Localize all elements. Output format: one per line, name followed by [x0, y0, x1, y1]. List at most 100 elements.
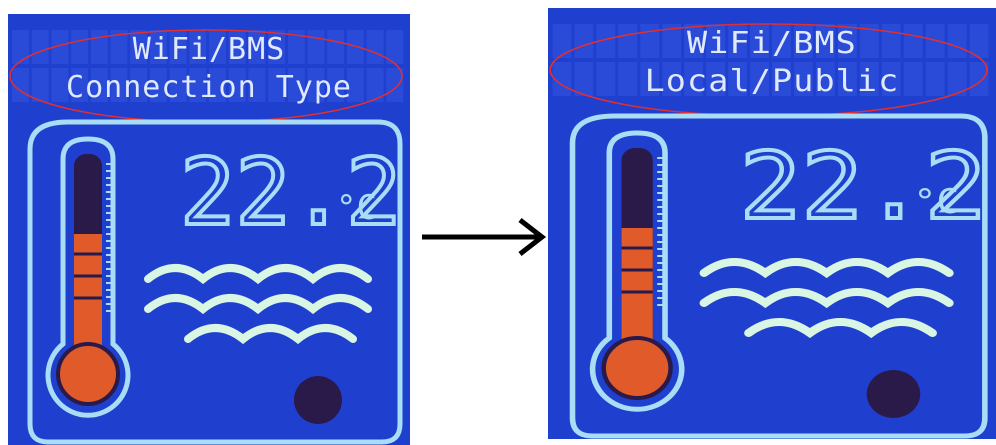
matrix-cell — [287, 68, 305, 102]
lcd-screen: WiFi/BMS Local/Public 22.2°C — [548, 8, 996, 439]
matrix-cell — [662, 62, 682, 96]
matrix-cell — [947, 62, 967, 96]
temperature-unit: °C — [914, 183, 960, 222]
matrix-cell — [903, 62, 923, 96]
matrix-cell — [947, 24, 967, 58]
matrix-cell — [793, 24, 813, 58]
matrix-cell — [31, 30, 49, 64]
matrix-cell — [596, 62, 616, 96]
temperature-unit: °C — [336, 188, 377, 228]
matrix-cell — [169, 30, 187, 64]
matrix-cell — [228, 68, 246, 102]
matrix-cell — [189, 30, 207, 64]
matrix-cell — [346, 68, 364, 102]
matrix-cell — [71, 30, 89, 64]
matrix-cell — [618, 24, 638, 58]
matrix-cell — [110, 68, 128, 102]
matrix-cell — [925, 24, 945, 58]
matrix-cell — [386, 68, 404, 102]
matrix-cell — [640, 62, 660, 96]
matrix-cell — [228, 30, 246, 64]
matrix-cell — [859, 24, 879, 58]
matrix-cell — [268, 68, 286, 102]
matrix-cell — [327, 30, 345, 64]
matrix-cell — [209, 30, 226, 64]
matrix-cell — [596, 24, 616, 58]
header-line-2: Connection Type — [66, 70, 352, 105]
thermometer-outline — [589, 130, 685, 412]
matrix-cell — [772, 62, 791, 96]
header-line-1: WiFi/BMS — [133, 32, 286, 67]
matrix-cell — [366, 30, 384, 64]
matrix-cell — [706, 62, 726, 96]
matrix-cell — [728, 62, 748, 96]
thermometer-bulb — [56, 342, 120, 406]
matrix-cell — [684, 24, 704, 58]
matrix-cell — [662, 24, 682, 58]
matrix-cell — [346, 30, 364, 64]
matrix-cell — [169, 68, 187, 102]
matrix-cell — [772, 24, 791, 58]
arrow-head — [518, 218, 547, 256]
matrix-cell — [90, 30, 108, 64]
matrix-cell — [248, 30, 266, 64]
temperature: 22.2 — [180, 139, 402, 246]
thermometer-outline — [45, 136, 131, 418]
matrix-cell — [859, 62, 879, 96]
matrix-cell — [327, 68, 345, 102]
matrix-cell — [574, 24, 594, 58]
thermometer-bulb — [601, 336, 673, 400]
matrix-cell — [618, 62, 638, 96]
matrix-cell — [386, 30, 404, 64]
matrix-cell — [837, 24, 857, 58]
matrix-cell — [640, 24, 660, 58]
matrix-cell — [90, 68, 108, 102]
matrix-cell — [189, 68, 207, 102]
matrix-cell — [130, 68, 148, 102]
matrix-cell — [969, 62, 989, 96]
wave — [144, 264, 372, 285]
temperature: 22.2 — [740, 133, 987, 240]
matrix-cell — [268, 30, 286, 64]
matrix-cell — [51, 68, 69, 102]
matrix-cell — [574, 62, 594, 96]
frame — [27, 119, 403, 445]
matrix-cell — [149, 68, 167, 102]
matrix-cell — [149, 30, 167, 64]
matrix-cell — [71, 68, 89, 102]
matrix-cell — [130, 30, 148, 64]
matrix-cell — [51, 30, 69, 64]
header-line-1: WiFi/BMS — [687, 27, 857, 61]
wave — [699, 288, 954, 309]
matrix-cell — [815, 24, 835, 58]
header-line-2: Local/Public — [645, 65, 900, 99]
wave — [744, 318, 937, 339]
matrix-cell — [248, 68, 266, 102]
matrix-cell — [750, 24, 769, 58]
matrix-cell — [366, 68, 384, 102]
wave — [699, 258, 954, 279]
matrix-cell — [706, 24, 726, 58]
matrix-cell — [307, 30, 325, 64]
matrix-cell — [881, 24, 901, 58]
matrix-cell — [925, 62, 945, 96]
matrix-cell — [728, 24, 748, 58]
matrix-cell — [750, 62, 769, 96]
matrix-cell — [881, 62, 901, 96]
matrix-cell — [684, 62, 704, 96]
matrix-cell — [110, 30, 128, 64]
frame — [569, 113, 988, 439]
matrix-cell — [969, 24, 989, 58]
matrix-cell — [287, 30, 305, 64]
wave — [144, 294, 372, 315]
matrix-cell — [12, 30, 29, 64]
matrix-cell — [837, 62, 857, 96]
matrix-cell — [31, 68, 49, 102]
matrix-cell — [209, 68, 226, 102]
matrix-cell — [793, 62, 813, 96]
matrix-cell — [307, 68, 325, 102]
matrix-cell — [815, 62, 835, 96]
matrix-cell — [903, 24, 923, 58]
